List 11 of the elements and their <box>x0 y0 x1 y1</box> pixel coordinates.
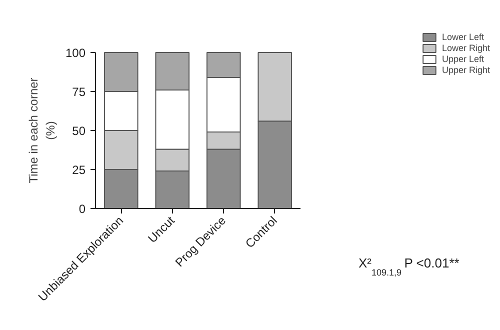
y-tick-label: 25 <box>72 163 86 177</box>
y-tick-label: 0 <box>78 202 86 216</box>
legend-label: Upper Left <box>442 54 484 64</box>
legend-label: Upper Right <box>442 65 490 75</box>
legend-label: Lower Right <box>442 43 490 53</box>
y-tick-label: 50 <box>72 124 86 138</box>
legend-label: Lower Left <box>442 32 484 42</box>
y-tick-label: 75 <box>72 85 86 99</box>
text: X²109.1,9 P <0.01** <box>358 256 460 278</box>
y-axis-title: Time in each corner (%) <box>26 78 58 184</box>
y-tick-label: 100 <box>65 46 86 60</box>
